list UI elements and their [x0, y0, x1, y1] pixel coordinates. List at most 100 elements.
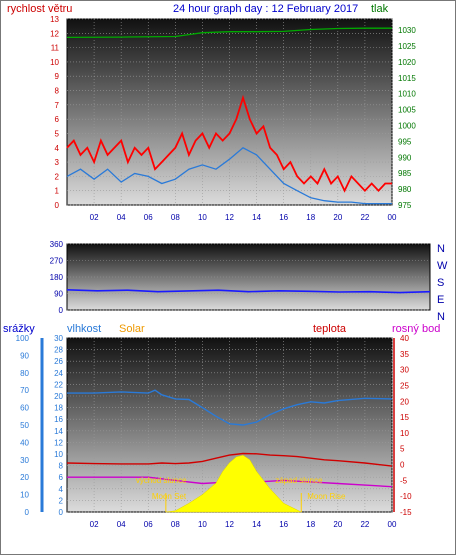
humidity-tick-label: 6	[59, 473, 64, 482]
time-tick-label: 06	[144, 213, 153, 222]
humidity-tick-label: 30	[54, 334, 63, 343]
temperature-label: teplota	[313, 323, 347, 335]
humidity-tick-label: 16	[54, 415, 63, 424]
time-tick-label: 10	[198, 520, 207, 529]
direction-gridlines	[67, 243, 430, 311]
humidity-tick-label: 12	[54, 438, 63, 447]
pressure-tick-label: 1025	[398, 42, 416, 51]
rain-tick-label: 100	[16, 334, 30, 343]
pressure-tick-label: 985	[398, 169, 412, 178]
direction-tick-label: 180	[50, 273, 64, 282]
sunset-label: západ slunce	[275, 476, 323, 485]
rain-tick-label: 50	[20, 421, 29, 430]
solar-area	[165, 454, 302, 513]
pressure-tick-label: 1020	[398, 58, 416, 67]
wind-speed-tick-label: 3	[55, 158, 60, 167]
chart-title: 24 hour graph day : 12 February 2017	[173, 3, 358, 15]
time-tick-label: 02	[90, 213, 99, 222]
compass-label: E	[437, 294, 444, 306]
pressure-tick-label: 1030	[398, 26, 416, 35]
direction-series	[66, 289, 431, 294]
rain-tick-label: 80	[20, 369, 29, 378]
rain-tick-label: 40	[20, 438, 29, 447]
temperature-tick-label: 15	[400, 413, 409, 422]
series-line-speed	[66, 147, 392, 205]
rain-tick-label: 60	[20, 404, 29, 413]
humidity-axis-ticks: 0246810121416182022242628300102030405060…	[16, 334, 412, 529]
time-tick-label: 12	[225, 213, 234, 222]
rain-tick-label: 0	[25, 508, 30, 517]
humidity-tick-label: 4	[59, 485, 64, 494]
wind-speed-tick-label: 11	[51, 44, 60, 53]
temperature-tick-label: 35	[400, 350, 409, 359]
time-tick-label: 14	[252, 520, 261, 529]
rain-tick-label: 90	[20, 351, 29, 360]
direction-tick-label: 360	[50, 240, 64, 249]
wind-speed-tick-label: 9	[55, 72, 60, 81]
humidity-temperature-panel: východ slunce západ slunce Moon Set Moon Ri…	[3, 323, 440, 529]
time-tick-label: 20	[333, 213, 342, 222]
pressure-tick-label: 1015	[398, 74, 416, 83]
time-tick-label: 18	[306, 213, 315, 222]
series-line-temperature	[66, 452, 393, 467]
wind-speed-tick-label: 1	[55, 187, 60, 196]
series-line-gust	[66, 94, 392, 193]
moonset-label: Moon Set	[152, 492, 187, 501]
temperature-tick-label: 0	[400, 461, 405, 470]
time-tick-label: 02	[90, 520, 99, 529]
wind-series	[66, 27, 392, 205]
pressure-tick-label: 975	[398, 201, 412, 210]
time-tick-label: 16	[279, 213, 288, 222]
wind-speed-tick-label: 7	[55, 101, 60, 110]
time-tick-label: 10	[198, 213, 207, 222]
time-tick-label: 12	[225, 520, 234, 529]
wind-gridlines	[67, 18, 393, 206]
humidity-tick-label: 8	[59, 462, 64, 471]
rain-tick-label: 10	[20, 491, 29, 500]
time-tick-label: 20	[333, 520, 342, 529]
pressure-label: tlak	[371, 3, 389, 15]
temperature-tick-label: 20	[400, 397, 409, 406]
humidity-tick-label: 20	[54, 392, 63, 401]
compass-label: W	[437, 260, 448, 272]
rain-label: srážky	[3, 323, 35, 335]
temperature-tick-label: -5	[400, 476, 408, 485]
direction-tick-label: 270	[50, 257, 64, 266]
humidity-tick-label: 0	[59, 508, 64, 517]
series-line-direction	[66, 289, 431, 294]
time-tick-label: 14	[252, 213, 261, 222]
series-line-humidity	[67, 389, 393, 426]
temperature-tick-label: 10	[400, 429, 409, 438]
humidity-label: vlhkost	[67, 323, 101, 335]
time-tick-label: 22	[360, 213, 369, 222]
pressure-tick-label: 1010	[398, 90, 416, 99]
rain-tick-label: 20	[20, 473, 29, 482]
pressure-tick-label: 990	[398, 153, 412, 162]
time-tick-label: 08	[171, 520, 180, 529]
humidity-tick-label: 18	[54, 404, 63, 413]
wind-speed-tick-label: 6	[55, 115, 60, 124]
humidity-tick-label: 26	[54, 357, 63, 366]
wind-axis-ticks: 0123456789101112139759809859909951000100…	[50, 15, 416, 222]
compass-label: S	[437, 277, 444, 289]
time-tick-label: 04	[117, 520, 126, 529]
humidity-series: východ slunce západ slunce Moon Set Moon Ri…	[66, 389, 393, 513]
direction-tick-label: 0	[59, 306, 64, 315]
wind-speed-label: rychlost větru	[7, 3, 72, 15]
time-tick-label: 00	[388, 520, 397, 529]
wind-speed-tick-label: 4	[55, 144, 60, 153]
compass-label: N	[437, 243, 445, 255]
wind-speed-tick-label: 0	[55, 201, 60, 210]
wind-pressure-panel: 0123456789101112139759809859909951000100…	[7, 3, 416, 222]
series-line-pressure	[66, 27, 392, 39]
temperature-tick-label: 40	[400, 334, 409, 343]
time-tick-label: 06	[144, 520, 153, 529]
wind-speed-tick-label: 8	[55, 87, 60, 96]
compass-label: N	[437, 311, 445, 323]
time-tick-label: 16	[279, 520, 288, 529]
wind-speed-tick-label: 13	[50, 15, 59, 24]
humidity-tick-label: 10	[54, 450, 63, 459]
